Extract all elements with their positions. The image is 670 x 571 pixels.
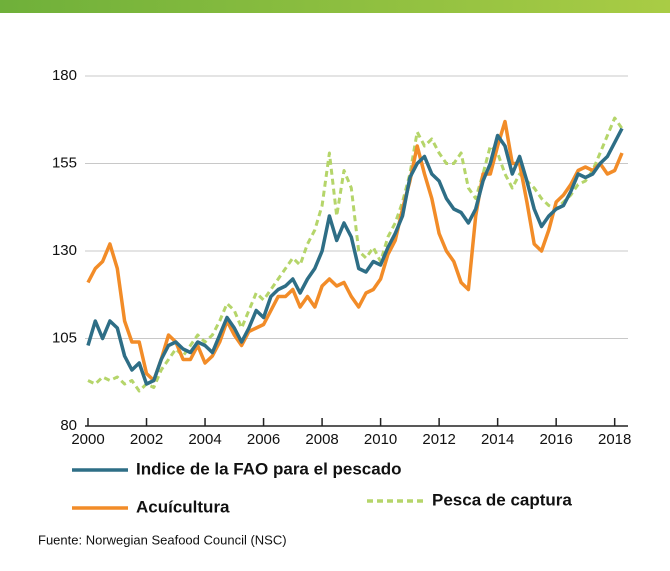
source: Fuente: Norwegian Seafood Council (NSC) <box>38 532 287 547</box>
y-tick-label: 180 <box>52 67 77 84</box>
x-tick-label: 2018 <box>598 431 631 448</box>
series-line <box>86 127 624 386</box>
y-tick-label: 105 <box>52 329 77 346</box>
x-tick-label: 2006 <box>247 431 280 448</box>
x-tick-label: 2008 <box>305 431 338 448</box>
y-tick-label: 130 <box>52 242 77 259</box>
x-tick-label: 2016 <box>539 431 572 448</box>
x-tick-label: 2012 <box>422 431 455 448</box>
legend-label: Pesca de captura <box>432 490 572 509</box>
legend-label: Indice de la FAO para el pescado <box>136 459 401 478</box>
series-line <box>87 116 624 393</box>
x-tick-label: 2010 <box>364 431 397 448</box>
x-tick-label: 2004 <box>188 431 221 448</box>
y-tick-label: 80 <box>60 417 77 434</box>
y-tick-label: 155 <box>52 154 77 171</box>
legend-label: Acuícultura <box>136 497 230 516</box>
x-tick-label: 2014 <box>481 431 514 448</box>
top-bar <box>0 0 670 13</box>
x-tick-label: 2000 <box>71 431 104 448</box>
x-tick-label: 2002 <box>130 431 163 448</box>
